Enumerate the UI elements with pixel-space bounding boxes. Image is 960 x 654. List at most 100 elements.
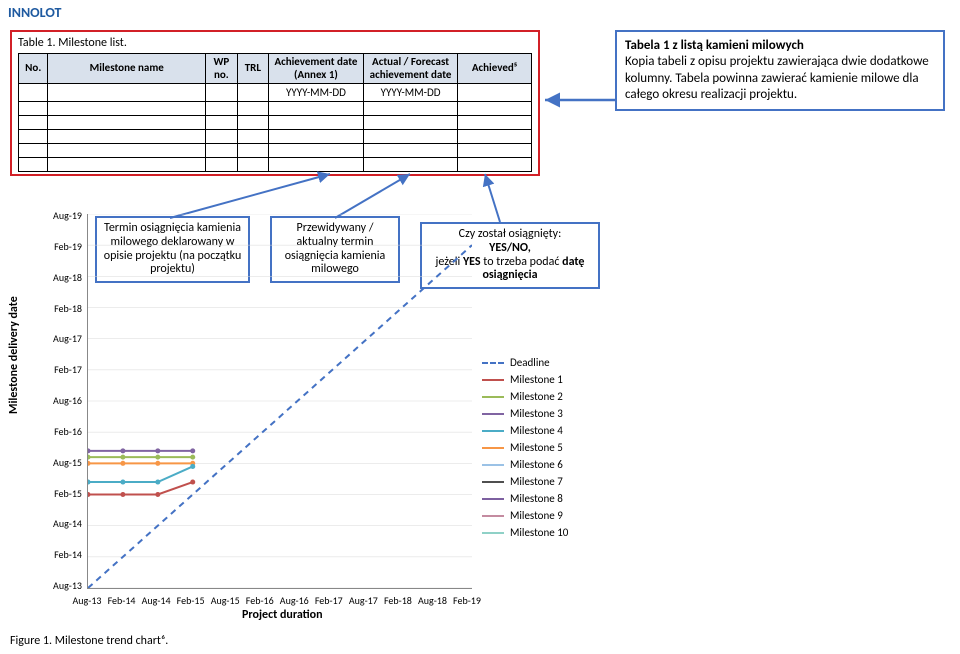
table-cell [206,116,238,130]
table-cell [363,102,458,116]
legend-label: Milestone 8 [510,490,563,507]
table-cell [269,130,364,144]
table-cell [363,116,458,130]
legend-swatch [482,532,504,534]
y-tick: Aug-14 [40,517,82,530]
y-tick: Aug-19 [40,209,82,222]
table-col-header: Achievement date (Annex 1) [269,54,364,84]
legend-label: Milestone 7 [510,473,563,490]
legend-item: Milestone 1 [482,371,568,388]
table-cell [363,144,458,158]
milestone-table-wrap: Table 1. Milestone list. No.Milestone na… [10,30,540,176]
legend-label: Milestone 9 [510,507,563,524]
table-col-header: Achieved⁵ [458,54,532,84]
info-box-main: Tabela 1 z listą kamieni milowych Kopia … [615,30,945,111]
table-caption: Table 1. Milestone list. [18,36,532,50]
y-tick: Feb-18 [40,302,82,315]
table-col-header: No. [19,54,48,84]
plot-svg [88,214,472,588]
legend-item: Milestone 8 [482,490,568,507]
y-tick: Feb-14 [40,548,82,561]
legend-label: Milestone 10 [510,524,568,541]
arrow-main [540,85,620,115]
legend-label: Milestone 4 [510,422,563,439]
legend-item: Milestone 3 [482,405,568,422]
y-tick: Feb-15 [40,487,82,500]
chart-legend: DeadlineMilestone 1Milestone 2Milestone … [482,354,568,542]
table-cell [237,102,269,116]
info-main-text: Kopia tabeli z opisu projektu zawierając… [625,54,935,103]
table-cell [363,130,458,144]
table-cell [206,102,238,116]
table-cell [19,116,48,130]
table-cell [458,102,532,116]
y-tick: Aug-13 [40,579,82,592]
legend-swatch [482,379,504,381]
legend-item: Milestone 5 [482,439,568,456]
y-tick: Feb-17 [40,363,82,376]
legend-item: Milestone 9 [482,507,568,524]
legend-label: Milestone 5 [510,439,563,456]
table-cell [237,144,269,158]
plot-area [87,214,472,589]
table-cell [19,130,48,144]
y-tick: Aug-16 [40,394,82,407]
table-cell [206,144,238,158]
legend-label: Milestone 2 [510,388,563,405]
table-cell [269,144,364,158]
page-header: INNOLOT [0,0,960,25]
y-axis-label: Milestone delivery date [7,296,21,414]
table-cell [269,102,364,116]
table-cell [48,84,206,102]
info-main-title: Tabela 1 z listą kamieni milowych [625,38,935,54]
table-cell [237,116,269,130]
table-col-header: Actual / Forecast achievement date [363,54,458,84]
table-cell [269,116,364,130]
legend-swatch [482,396,504,398]
milestone-table: No.Milestone nameWP no.TRLAchievement da… [18,53,532,172]
table-cell: YYYY-MM-DD [363,84,458,102]
legend-item: Milestone 7 [482,473,568,490]
table-cell [206,130,238,144]
legend-swatch [482,362,504,364]
x-tick: Feb-19 [447,594,487,607]
arrow-c2 [330,170,430,220]
x-axis-label: Project duration [242,608,323,622]
table-col-header: WP no. [206,54,238,84]
legend-item: Milestone 10 [482,524,568,541]
table-cell [206,84,238,102]
legend-swatch [482,481,504,483]
table-cell [458,84,532,102]
table-cell: YYYY-MM-DD [269,84,364,102]
table-cell [48,144,206,158]
table-cell [19,102,48,116]
legend-swatch [482,515,504,517]
legend-item: Deadline [482,354,568,371]
y-tick: Feb-16 [40,425,82,438]
legend-swatch [482,413,504,415]
legend-label: Milestone 1 [510,371,563,388]
table-cell [237,84,269,102]
legend-item: Milestone 2 [482,388,568,405]
y-tick: Feb-19 [40,240,82,253]
milestone-trend-chart: Milestone delivery date Project duration… [12,214,602,619]
table-cell [19,158,48,172]
y-tick: Aug-18 [40,271,82,284]
legend-item: Milestone 4 [482,422,568,439]
table-cell [48,116,206,130]
legend-swatch [482,447,504,449]
legend-label: Milestone 3 [510,405,563,422]
table-cell [48,102,206,116]
table-cell [19,84,48,102]
table-cell [458,144,532,158]
legend-swatch [482,498,504,500]
table-cell [458,116,532,130]
legend-label: Deadline [510,354,550,371]
figure-caption: Figure 1. Milestone trend chart⁶. [10,634,168,648]
table-cell [237,130,269,144]
y-tick: Aug-17 [40,332,82,345]
table-col-header: TRL [237,54,269,84]
legend-item: Milestone 6 [482,456,568,473]
legend-swatch [482,430,504,432]
table-cell [458,130,532,144]
